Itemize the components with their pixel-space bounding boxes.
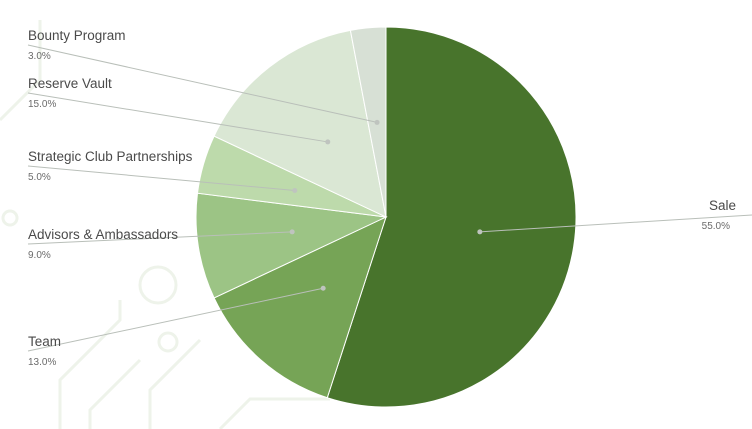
slice-label-name: Advisors & Ambassadors (28, 227, 178, 242)
slice-label-value: 15.0% (28, 99, 56, 110)
slice-label-value: 3.0% (28, 51, 51, 62)
leader-anchor-dot (325, 139, 331, 145)
pie-slice-bounty-program (349, 26, 387, 218)
pie-slice-reserve-vault (213, 29, 387, 218)
slice-label-value: 13.0% (28, 357, 56, 368)
leader-anchor-dot (292, 187, 298, 193)
circuit-background-decoration (0, 20, 330, 429)
slice-label-name: Reserve Vault (28, 76, 112, 91)
pie-slices (195, 26, 577, 408)
leader-line (27, 231, 293, 245)
slice-label-name: Team (28, 334, 61, 349)
slice-label-value: 55.0% (702, 221, 730, 232)
leader-line (479, 214, 752, 233)
leader-anchor-dot (477, 229, 483, 235)
pie-slice-advisors-ambassadors (195, 192, 388, 299)
pie-slice-sale (326, 26, 577, 408)
slice-label-value: 9.0% (28, 250, 51, 261)
leader-anchor-dot (374, 119, 380, 125)
leader-anchor-dot (289, 229, 295, 235)
leader-line (27, 92, 328, 143)
leader-line (27, 165, 295, 191)
leader-anchor-dot (320, 285, 326, 291)
slice-label-value: 5.0% (28, 172, 51, 183)
leader-lines (27, 44, 752, 352)
leader-line (27, 287, 324, 352)
slice-labels: Sale 55.0% Team 13.0% Advisors & Ambassadors… (28, 28, 736, 368)
slice-label-name: Bounty Program (28, 28, 126, 43)
slice-label-name: Strategic Club Partnerships (28, 149, 193, 164)
pie-slice-team (213, 216, 387, 399)
leader-line (27, 44, 378, 123)
slice-label-name: Sale (709, 198, 736, 213)
